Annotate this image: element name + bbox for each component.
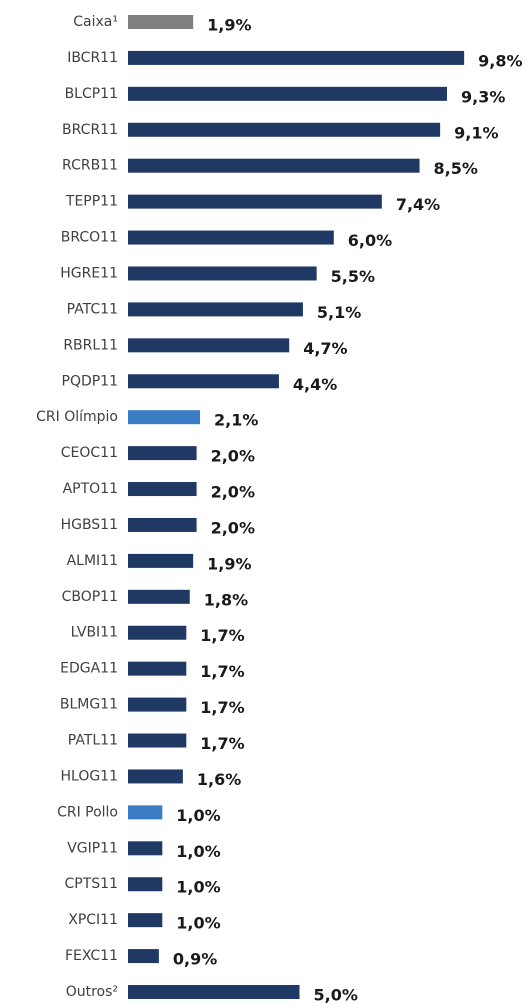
category-label: HGBS11 (61, 517, 118, 533)
category-label: XPCI11 (68, 912, 118, 928)
bar (128, 266, 317, 281)
bar (128, 805, 163, 820)
value-label: 9,1% (454, 123, 498, 142)
value-label: 5,0% (314, 986, 358, 1004)
value-label: 1,0% (176, 806, 220, 825)
value-label: 1,0% (176, 842, 220, 861)
bar (128, 122, 441, 137)
bar (128, 877, 163, 892)
value-label: 9,8% (478, 51, 522, 70)
category-label: BRCR11 (62, 122, 118, 138)
value-label: 1,7% (200, 698, 244, 717)
bar (128, 446, 197, 461)
category-label: CRI Pollo (57, 804, 118, 820)
value-label: 1,0% (176, 878, 220, 897)
bar (128, 374, 279, 389)
category-label: LVBI11 (71, 625, 118, 641)
value-label: 1,6% (197, 770, 241, 789)
bar (128, 697, 187, 712)
bar (128, 302, 303, 317)
category-label: BLMG11 (60, 697, 118, 713)
value-label: 2,0% (211, 483, 255, 502)
value-label: 1,8% (204, 590, 248, 609)
category-label: CPTS11 (65, 876, 118, 892)
value-label: 1,9% (207, 16, 251, 35)
bar (128, 230, 334, 245)
bar (128, 553, 194, 568)
value-label: 1,0% (176, 914, 220, 933)
value-label: 1,9% (207, 554, 251, 573)
category-label: Outros² (66, 984, 118, 1000)
bar (128, 15, 194, 29)
value-label: 4,7% (303, 339, 347, 358)
category-label: VGIP11 (67, 840, 118, 856)
category-label: BLCP11 (65, 86, 118, 102)
bar (128, 158, 420, 173)
bar (128, 733, 187, 748)
bar (128, 841, 163, 856)
bar (128, 50, 465, 65)
bar (128, 661, 187, 676)
category-label: PATC11 (67, 301, 118, 317)
bar (128, 769, 183, 784)
category-label: RCRB11 (62, 158, 118, 174)
category-label: RBRL11 (63, 337, 118, 353)
value-label: 5,1% (317, 303, 361, 322)
bar (128, 517, 197, 532)
value-label: 7,4% (396, 195, 440, 214)
category-label: CBOP11 (62, 589, 118, 605)
bar (128, 86, 447, 101)
value-label: 2,1% (214, 411, 258, 430)
bar (128, 338, 290, 353)
category-label: PATL11 (68, 733, 118, 749)
category-label: EDGA11 (60, 661, 118, 677)
category-label: ALMI11 (67, 553, 118, 569)
value-label: 2,0% (211, 518, 255, 537)
bar (128, 194, 382, 209)
category-label: HGRE11 (60, 265, 118, 281)
value-label: 0,9% (173, 950, 217, 969)
value-label: 9,3% (461, 87, 505, 106)
value-label: 1,7% (200, 662, 244, 681)
value-label: 2,0% (211, 447, 255, 466)
bar (128, 985, 300, 999)
value-label: 8,5% (434, 159, 478, 178)
category-label: CEOC11 (61, 445, 118, 461)
value-label: 5,5% (331, 267, 375, 286)
bar (128, 589, 190, 604)
category-label: PQDP11 (62, 373, 119, 389)
bar (128, 625, 187, 640)
category-label: TEPP11 (65, 194, 118, 210)
category-label: Caixa¹ (73, 14, 118, 30)
bar (128, 949, 159, 964)
category-label: FEXC11 (65, 948, 118, 964)
bar (128, 410, 201, 425)
value-label: 1,7% (200, 626, 244, 645)
value-label: 6,0% (348, 231, 392, 250)
value-label: 4,4% (293, 375, 337, 394)
category-label: APTO11 (63, 481, 118, 497)
category-label: BRCO11 (61, 230, 118, 246)
value-label: 1,7% (200, 734, 244, 753)
category-label: HLOG11 (60, 768, 118, 784)
category-label: IBCR11 (67, 50, 118, 66)
bar (128, 482, 197, 497)
category-label: CRI Olímpio (36, 409, 118, 425)
bar (128, 913, 163, 928)
